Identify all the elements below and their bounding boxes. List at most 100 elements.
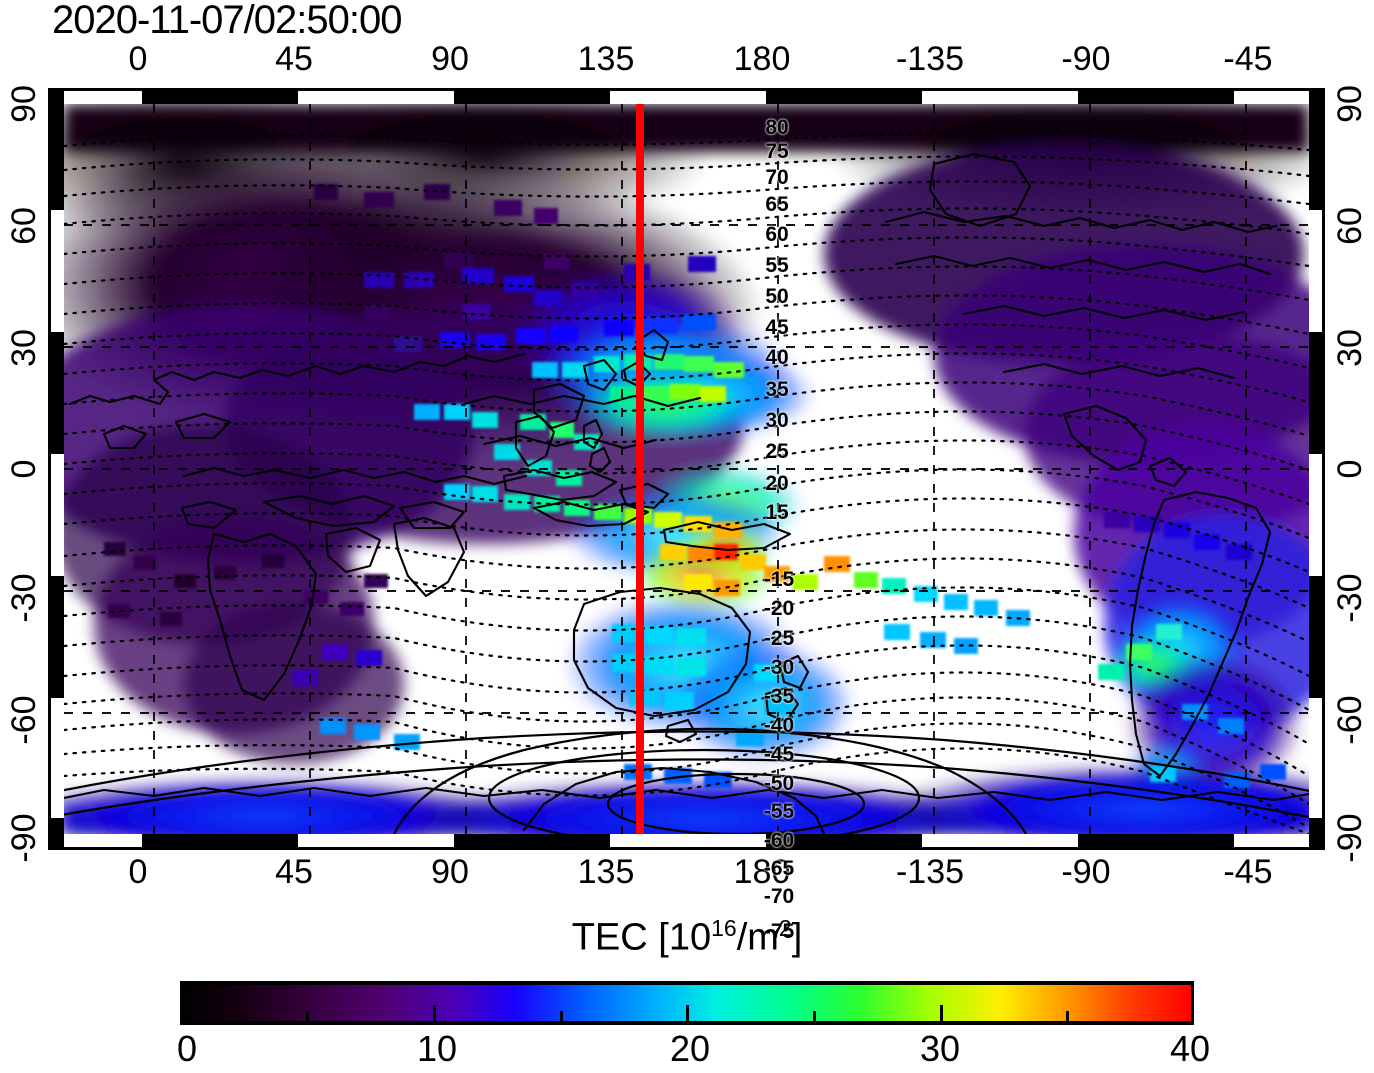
mag-lat-label-70: 70 (765, 166, 789, 189)
frame-top-segment-3 (766, 88, 922, 104)
mag-lat-label-m45: -45 (763, 743, 795, 766)
mag-lat-label-m20: -20 (763, 597, 795, 620)
mag-lat-label-m70: -70 (763, 885, 795, 908)
frame-right-segment-1 (1309, 332, 1325, 454)
bottom-axis-tick-7: -45 (1223, 853, 1273, 891)
mag-lat-label-m60: -60 (763, 829, 795, 852)
mag-lat-label-m65: -65 (763, 857, 795, 880)
colorbar-label-30: 30 (919, 1028, 961, 1069)
colorbar-minor-tick-35 (1066, 1011, 1069, 1025)
colorbar-title-main: TEC [10 (571, 916, 712, 959)
bottom-axis-tick-4: 180 (733, 853, 791, 891)
colorbar-label-10: 10 (416, 1028, 458, 1069)
left-axis-tick-1: 60 (5, 207, 43, 245)
top-axis-tick-5: -135 (895, 40, 965, 78)
frame-bottom-segment-5 (1309, 834, 1325, 850)
frame-right-segment-3 (1309, 818, 1325, 834)
mag-lat-label-m25: -25 (763, 627, 795, 650)
colorbar-title-tail: /m (736, 916, 779, 959)
bottom-axis-tick-3: 135 (577, 853, 635, 891)
mag-lat-label-40: 40 (765, 346, 789, 369)
colorbar-label-0: 0 (176, 1028, 198, 1069)
mag-lat-label-20: 20 (765, 472, 789, 495)
frame-left-segment-0 (48, 104, 64, 210)
bottom-axis-tick-5: -135 (895, 853, 965, 891)
left-axis-tick-4: -30 (5, 573, 43, 623)
colorbar-label-20: 20 (669, 1028, 711, 1069)
frame-top-segment-2 (454, 88, 610, 104)
mag-lat-label-35: 35 (765, 378, 789, 401)
frame-right-outline (1322, 88, 1325, 850)
colorbar-title-exp1: 16 (711, 915, 737, 941)
mag-lat-label-65: 65 (765, 193, 789, 216)
colorbar-minor-tick-25 (813, 1011, 816, 1025)
frame-bottom-outline (48, 847, 1325, 850)
colorbar-border-top (180, 981, 1194, 985)
right-axis-tick-1: 60 (1331, 207, 1369, 245)
colorbar[interactable] (180, 981, 1194, 1025)
mag-lat-label-80: 80 (765, 116, 789, 139)
mag-lat-label-m15: -15 (763, 568, 795, 591)
mag-lat-label-25: 25 (765, 440, 789, 463)
bottom-axis-tick-6: -90 (1061, 853, 1111, 891)
frame-top-segment-0 (48, 88, 64, 104)
mag-lat-label-m40: -40 (763, 714, 795, 737)
page-title: 2020-11-07/02:50:00 (52, 0, 402, 42)
map-canvas (64, 104, 1309, 834)
mag-lat-label-55: 55 (765, 254, 789, 277)
frame-bottom-segment-1 (142, 834, 298, 850)
mag-lat-label-m35: -35 (763, 685, 795, 708)
magnetic-latitude-contours (64, 132, 1309, 834)
left-axis-tick-2: 30 (5, 329, 43, 367)
colorbar-border-left (180, 981, 183, 1025)
colorbar-minor-tick-15 (560, 1011, 563, 1025)
right-axis-tick-3: 0 (1331, 459, 1369, 479)
mag-lat-label-45: 45 (765, 316, 789, 339)
mag-lat-label-m75: -75 (763, 920, 795, 943)
top-axis-tick-7: -45 (1223, 40, 1273, 78)
colorbar-major-tick-10 (433, 1005, 436, 1025)
frame-bottom-segment-2 (454, 834, 610, 850)
frame-bottom-segment-0 (48, 834, 64, 850)
frame-right-segment-0 (1309, 104, 1325, 210)
frame-left-segment-2 (48, 576, 64, 698)
bottom-axis-tick-1: 45 (275, 853, 313, 891)
frame-left-segment-1 (48, 332, 64, 454)
right-axis-tick-0: 90 (1331, 85, 1369, 123)
mag-lat-label-m55: -55 (763, 800, 795, 823)
antarctic-magnetic-contours (64, 727, 1309, 834)
frame-left-outline (48, 88, 51, 850)
left-axis-tick-0: 90 (5, 85, 43, 123)
mag-lat-label-60: 60 (765, 223, 789, 246)
right-axis-tick-4: -30 (1331, 573, 1369, 623)
top-axis-tick-0: 0 (128, 40, 148, 78)
colorbar-minor-tick-5 (306, 1011, 309, 1025)
colorbar-title-close: ] (791, 916, 803, 959)
mag-lat-label-15: 15 (765, 501, 789, 524)
colorbar-label-40: 40 (1169, 1028, 1211, 1069)
frame-right-segment-2 (1309, 576, 1325, 698)
top-axis-tick-1: 45 (275, 40, 313, 78)
left-axis-tick-3: 0 (5, 459, 43, 479)
colorbar-major-tick-20 (686, 1005, 689, 1025)
left-axis-tick-5: -60 (5, 695, 43, 745)
mag-lat-label-m50: -50 (763, 772, 795, 795)
colorbar-title-exp2: 2 (778, 915, 792, 941)
left-axis-tick-6: -90 (5, 813, 43, 863)
top-axis-tick-6: -90 (1061, 40, 1111, 78)
bottom-axis-tick-2: 90 (431, 853, 469, 891)
colorbar-title: TEC [1016/m2] (0, 915, 1374, 960)
frame-bottom-segment-4 (1078, 834, 1234, 850)
map-svg (64, 104, 1309, 834)
frame-top-outline (48, 88, 1325, 91)
frame-top-segment-1 (142, 88, 298, 104)
map-plot-area[interactable] (48, 88, 1325, 850)
mag-lat-label-30: 30 (765, 409, 789, 432)
mag-lat-label-m30: -30 (763, 656, 795, 679)
right-axis-tick-5: -60 (1331, 695, 1369, 745)
frame-top-segment-5 (1309, 88, 1325, 104)
bottom-axis-tick-0: 0 (128, 853, 148, 891)
terminator-line (636, 104, 644, 834)
frame-top-segment-4 (1078, 88, 1234, 104)
